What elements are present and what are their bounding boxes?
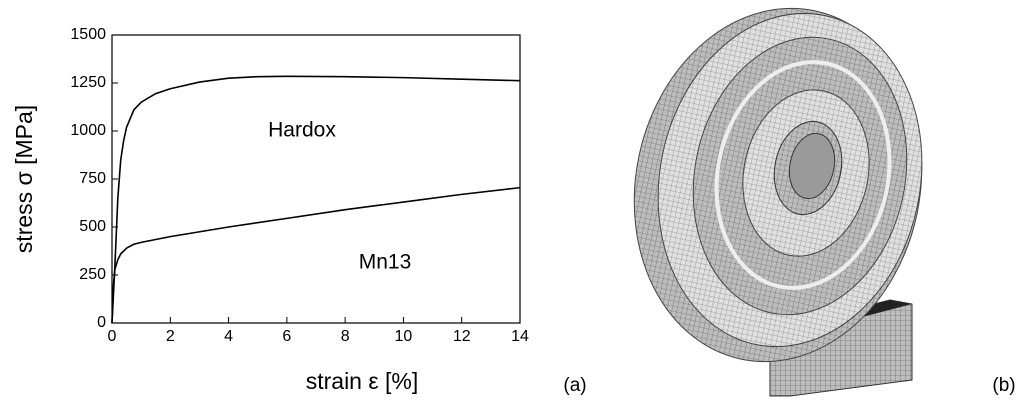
x-tick-label: 0 (108, 328, 117, 345)
y-tick-label: 250 (79, 266, 106, 283)
x-tick-label: 6 (282, 328, 291, 345)
x-tick-label: 8 (341, 328, 350, 345)
data-line (112, 188, 520, 323)
x-tick-label: 14 (511, 328, 529, 345)
y-tick-label: 1250 (70, 74, 106, 91)
x-tick-label: 4 (224, 328, 233, 345)
y-tick-label: 750 (79, 170, 106, 187)
data-line (112, 76, 520, 323)
x-axis-label: strain ε [%] (306, 368, 419, 394)
y-tick-label: 500 (79, 218, 106, 235)
panel-label: (b) (992, 375, 1015, 396)
x-tick-label: 12 (453, 328, 471, 345)
x-tick-label: 10 (395, 328, 413, 345)
panel-label: (a) (563, 375, 586, 396)
series-label: Hardox (268, 119, 336, 142)
x-tick-label: 2 (166, 328, 175, 345)
y-tick-label: 1500 (70, 26, 106, 43)
figure: strain ε [%] stress σ [MPa] (a) (b) 0 2 4 6… (0, 0, 1025, 403)
y-axis-label: stress σ [MPa] (11, 105, 37, 253)
y-tick-label: 1000 (70, 122, 106, 139)
series-label: Mn13 (359, 251, 412, 274)
y-tick-label: 0 (97, 314, 106, 331)
wheel-mesh-image (602, 0, 954, 396)
plot-frame (112, 35, 520, 323)
